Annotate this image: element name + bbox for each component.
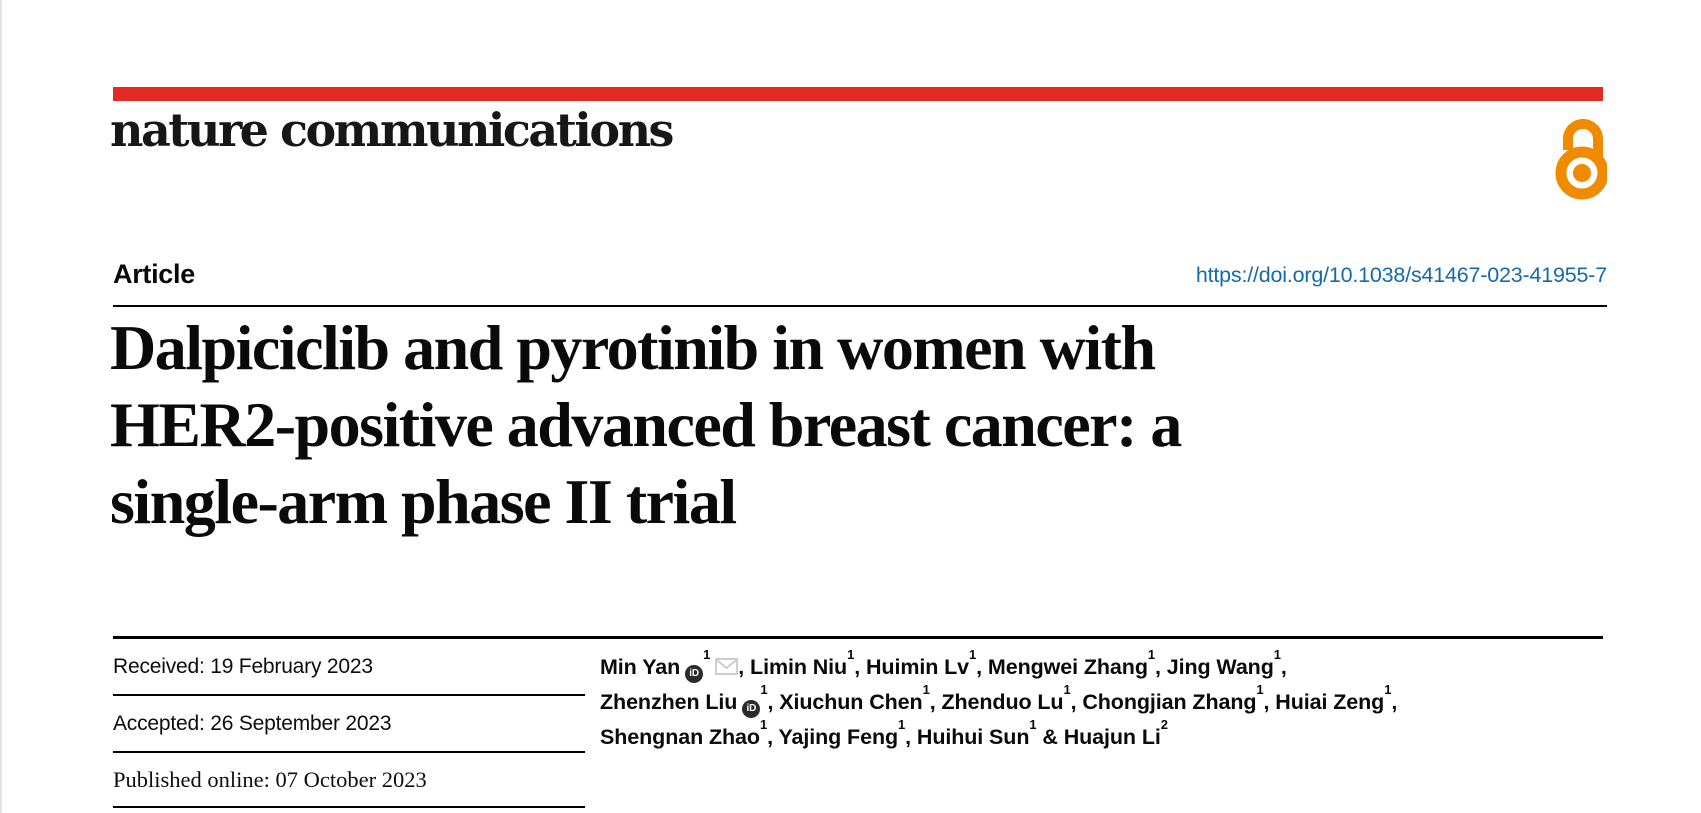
affiliation-superscript: 1 [703,646,711,662]
author-separator: , [976,655,988,679]
open-access-icon [1555,108,1609,205]
author-list: Min Yan iD1, Limin Niu1, Huimin Lv1, Meng… [600,646,1610,755]
history-divider [113,751,585,753]
author-separator: , [854,655,866,679]
author-name: Huiai Zeng [1275,690,1385,714]
paper-title-line-3: single-arm phase II trial [110,466,737,537]
affiliation-superscript: 1 [898,716,906,732]
author-separator: , [767,725,779,749]
orcid-icon[interactable]: iD [742,700,761,718]
received-value: 19 February 2023 [210,655,373,678]
affiliation-superscript: 1 [969,646,977,662]
author-separator: , [1391,690,1398,714]
author-name: Xiuchun Chen [779,690,923,714]
affiliation-superscript: 1 [847,646,855,662]
author-name: Jing Wang [1166,655,1274,679]
author-name: Shengnan Zhao [600,725,760,749]
published-label: Published online: [113,767,276,792]
journal-brand-bar [113,87,1603,101]
author-line: Zhenzhen Liu iD1, Xiuchun Chen1, Zhenduo … [600,681,1610,720]
author-name: Huihui Sun [916,725,1030,749]
affiliation-superscript: 1 [1273,646,1281,662]
affiliation-superscript: 1 [1384,681,1392,697]
author-separator: , [905,725,917,749]
author-separator: , [1070,690,1083,714]
affiliation-superscript: 2 [1160,716,1168,732]
author-separator: & [1036,725,1064,749]
doi-link[interactable]: https://doi.org/10.1038/s41467-023-41955… [1195,263,1607,287]
accepted-date: Accepted: 26 September 2023 [113,712,392,736]
author-name: Min Yan [600,655,681,679]
affiliation-superscript: 1 [1063,681,1071,697]
affiliation-superscript: 1 [759,716,768,732]
author-separator: , [1263,690,1276,714]
affiliation-superscript: 1 [1029,716,1037,732]
author-name: Yajing Feng [778,725,899,749]
author-name: Huajun Li [1063,725,1161,749]
author-name: Zhenduo Lu [941,690,1064,714]
author-name: Huimin Lv [865,655,970,679]
page-left-edge [0,0,2,813]
affiliation-superscript: 1 [760,681,768,697]
author-name: Limin Niu [750,655,848,679]
affiliation-superscript: 1 [922,681,930,697]
paper-title: Dalpiciclib and pyrotinib in women with … [110,309,1460,540]
paper-title-line-2: HER2-positive advanced breast cancer: a [110,389,1182,460]
author-separator: , [929,690,942,714]
published-date: Published online: 07 October 2023 [113,767,427,793]
accepted-value: 26 September 2023 [210,712,392,735]
accepted-label: Accepted: [113,712,211,735]
author-separator: , [767,690,780,714]
author-separator: , [1155,655,1167,679]
email-icon[interactable] [715,651,739,686]
journal-logo: nature communications [110,103,674,157]
published-value: 07 October 2023 [275,767,427,792]
affiliation-superscript: 1 [1147,646,1155,662]
author-name: Mengwei Zhang [987,655,1148,679]
author-separator: , [738,655,751,679]
author-line: Shengnan Zhao1, Yajing Feng1, Huihui Sun… [600,716,1610,755]
history-divider [113,694,585,696]
history-divider [113,806,585,808]
metadata-top-rule [113,636,1603,639]
author-separator: , [1280,655,1287,679]
author-line: Min Yan iD1, Limin Niu1, Huimin Lv1, Meng… [600,646,1610,686]
author-name: Chongjian Zhang [1082,690,1257,714]
article-type-label: Article [113,259,195,289]
paper-title-line-1: Dalpiciclib and pyrotinib in women with [110,312,1156,383]
received-label: Received: [113,655,211,678]
header-divider-rule [113,305,1607,307]
received-date: Received: 19 February 2023 [113,655,373,679]
author-name: Zhenzhen Liu [600,690,738,714]
affiliation-superscript: 1 [1256,681,1264,697]
orcid-icon[interactable]: iD [685,665,704,683]
